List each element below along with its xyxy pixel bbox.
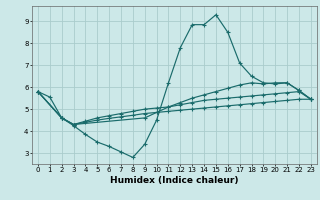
X-axis label: Humidex (Indice chaleur): Humidex (Indice chaleur) xyxy=(110,176,239,185)
